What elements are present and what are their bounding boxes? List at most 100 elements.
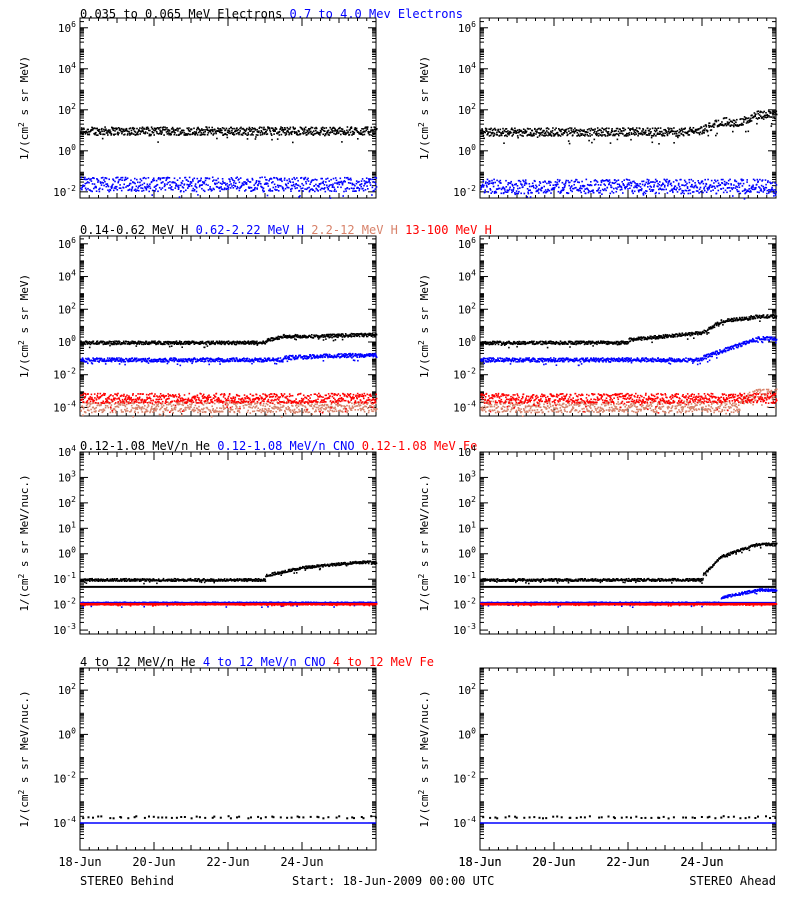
data-point bbox=[562, 182, 564, 184]
data-point bbox=[718, 190, 720, 192]
data-point bbox=[142, 188, 144, 190]
data-point bbox=[201, 184, 203, 186]
data-point bbox=[362, 134, 364, 136]
data-point bbox=[303, 131, 305, 133]
data-point bbox=[371, 134, 373, 136]
data-point bbox=[292, 178, 294, 180]
data-point bbox=[370, 333, 372, 335]
data-point bbox=[99, 191, 101, 193]
data-point bbox=[211, 127, 213, 129]
data-point bbox=[484, 132, 486, 134]
data-point bbox=[129, 184, 131, 186]
data-point bbox=[331, 190, 333, 192]
data-point bbox=[376, 186, 378, 188]
data-point bbox=[249, 128, 251, 130]
data-point bbox=[568, 128, 570, 130]
data-point bbox=[716, 133, 718, 135]
data-point bbox=[307, 178, 309, 180]
data-point bbox=[352, 184, 354, 186]
data-point bbox=[277, 179, 279, 181]
data-point bbox=[586, 179, 588, 181]
data-point bbox=[148, 362, 150, 364]
data-point bbox=[481, 132, 483, 134]
data-point bbox=[574, 132, 576, 134]
data-point bbox=[263, 191, 265, 193]
data-point bbox=[127, 177, 129, 179]
data-point bbox=[145, 131, 147, 133]
data-point bbox=[196, 129, 198, 131]
data-point bbox=[87, 188, 89, 190]
data-point bbox=[623, 128, 625, 130]
data-point bbox=[342, 334, 344, 336]
data-point bbox=[643, 194, 645, 196]
data-point bbox=[328, 189, 330, 191]
data-point bbox=[604, 180, 606, 182]
y-tick-label: 104 bbox=[58, 269, 76, 284]
data-point bbox=[716, 193, 718, 195]
data-point bbox=[735, 187, 737, 189]
data-point bbox=[547, 135, 549, 137]
data-point bbox=[305, 132, 307, 134]
data-point bbox=[336, 180, 338, 182]
data-point bbox=[262, 134, 264, 136]
data-point bbox=[197, 194, 199, 196]
data-point bbox=[699, 189, 701, 191]
data-point bbox=[489, 183, 491, 185]
data-point bbox=[529, 186, 531, 188]
data-point bbox=[499, 135, 501, 137]
data-point bbox=[224, 187, 226, 189]
data-point bbox=[334, 189, 336, 191]
data-point bbox=[501, 193, 503, 195]
data-point bbox=[758, 110, 760, 112]
data-point bbox=[121, 190, 123, 192]
data-point bbox=[486, 186, 488, 188]
y-tick-base: 10 bbox=[53, 369, 66, 382]
data-point bbox=[262, 189, 264, 191]
title-part-black: 0.14-0.62 MeV H bbox=[80, 223, 188, 237]
data-point bbox=[569, 182, 571, 184]
data-point bbox=[370, 184, 372, 186]
data-point bbox=[171, 345, 173, 347]
data-point bbox=[142, 131, 144, 133]
data-point bbox=[243, 184, 245, 186]
data-point bbox=[205, 361, 207, 363]
data-point bbox=[124, 343, 126, 345]
y-tick-base: 10 bbox=[458, 104, 471, 117]
data-point bbox=[535, 133, 537, 135]
data-point bbox=[273, 133, 275, 135]
data-point bbox=[677, 191, 679, 193]
data-point bbox=[623, 179, 625, 181]
data-point bbox=[733, 184, 735, 186]
data-point bbox=[115, 188, 117, 190]
data-point bbox=[149, 183, 151, 185]
data-point bbox=[496, 132, 498, 134]
y-label-rest: s sr MeV) bbox=[18, 56, 31, 122]
data-point bbox=[557, 179, 559, 181]
data-point bbox=[625, 129, 627, 131]
data-point bbox=[770, 183, 772, 185]
data-point bbox=[497, 134, 499, 136]
data-point bbox=[207, 345, 209, 347]
data-point bbox=[598, 184, 600, 186]
data-point bbox=[269, 358, 271, 360]
data-point bbox=[95, 132, 97, 134]
data-point bbox=[238, 178, 240, 180]
data-point bbox=[313, 130, 315, 132]
data-point bbox=[168, 344, 170, 346]
data-point bbox=[630, 139, 632, 141]
data-point bbox=[279, 338, 281, 340]
data-point bbox=[204, 191, 206, 193]
data-point bbox=[686, 183, 688, 185]
title-part-salmon: 2.2-12 MeV H bbox=[304, 223, 398, 237]
data-point bbox=[323, 339, 325, 341]
data-point bbox=[726, 125, 728, 127]
data-point bbox=[524, 184, 526, 186]
data-point bbox=[724, 117, 726, 119]
data-point bbox=[372, 129, 374, 131]
data-point bbox=[728, 183, 730, 185]
data-point bbox=[608, 131, 610, 133]
data-point bbox=[662, 189, 664, 191]
data-point bbox=[118, 181, 120, 183]
data-point bbox=[126, 341, 128, 343]
data-point bbox=[153, 132, 155, 134]
